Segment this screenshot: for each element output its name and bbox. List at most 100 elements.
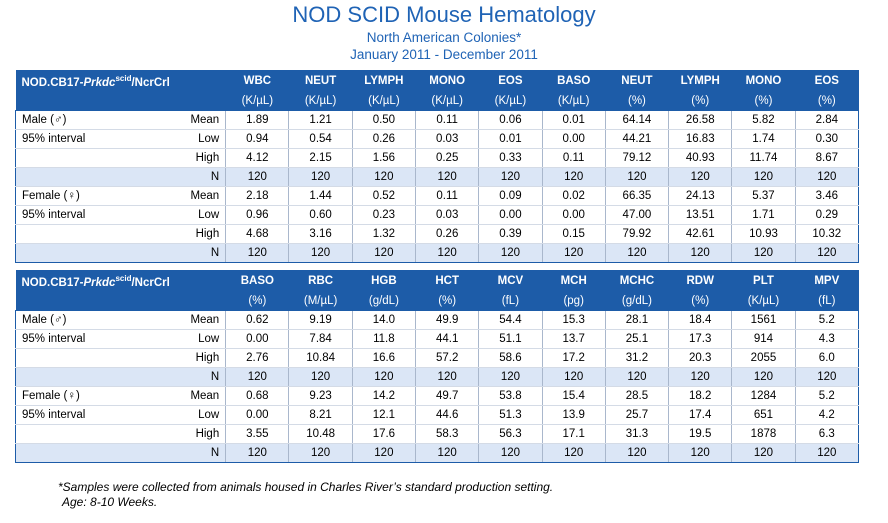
table-cell: 20.3 bbox=[668, 348, 732, 368]
table-cell: 2.18 bbox=[225, 185, 289, 206]
table-cell: 25.1 bbox=[604, 329, 669, 349]
column-unit: (K/µL) bbox=[225, 91, 289, 111]
table-row: 95% interval Low 0.94 0.54 0.26 0.03 0.01 0.00 4… bbox=[15, 129, 860, 149]
table-row: Female (♀) Mean 2.18 1.44 0.52 0.11 0.09 0.02 66… bbox=[15, 185, 860, 206]
table-cell: 56.3 bbox=[478, 424, 543, 444]
table-cell: 0.96 bbox=[225, 205, 289, 225]
table-cell: 4.12 bbox=[225, 148, 289, 168]
table-cell: 120 bbox=[478, 243, 543, 263]
table-cell: 0.33 bbox=[478, 148, 543, 168]
table-cell: 120 bbox=[225, 243, 289, 263]
column-header: EOS bbox=[478, 70, 543, 92]
stat-label: High bbox=[175, 424, 226, 444]
table-cell: 6.3 bbox=[794, 424, 860, 444]
table-cell: 0.39 bbox=[478, 224, 543, 244]
column-unit: (%) bbox=[668, 91, 732, 111]
table-cell: 120 bbox=[415, 367, 479, 387]
sex-label: Female (♀) bbox=[15, 185, 176, 206]
table-cell: 0.00 bbox=[541, 205, 606, 225]
table-cell: 13.7 bbox=[541, 329, 606, 349]
column-header: HGB bbox=[352, 270, 416, 292]
table-cell: 0.01 bbox=[541, 109, 606, 130]
table-cell: 5.2 bbox=[794, 309, 860, 330]
table-cell: 58.3 bbox=[415, 424, 479, 444]
table-cell: 64.14 bbox=[604, 109, 669, 130]
table-cell: 120 bbox=[225, 167, 289, 187]
table-cell: 13.51 bbox=[668, 205, 732, 225]
table-cell: 120 bbox=[668, 167, 732, 187]
table-cell: 4.2 bbox=[794, 405, 860, 425]
column-unit: (M/µL) bbox=[288, 291, 353, 311]
stat-label: Mean bbox=[175, 109, 226, 130]
table-cell: 0.01 bbox=[478, 129, 543, 149]
date-range: January 2011 - December 2011 bbox=[350, 47, 538, 62]
table-cell: 0.26 bbox=[415, 224, 479, 244]
row-label-blank bbox=[15, 443, 176, 463]
footnote-age: Age: 8-10 Weeks. bbox=[62, 495, 158, 509]
table-cell: 0.03 bbox=[415, 205, 479, 225]
table-cell: 120 bbox=[478, 167, 543, 187]
table-row: High 3.55 10.48 17.6 58.3 56.3 17.1 31.3 19.5 187… bbox=[15, 424, 860, 444]
table-cell: 31.3 bbox=[604, 424, 669, 444]
column-header: EOS bbox=[795, 70, 859, 92]
table-row: N 120 120 120 120 120 120 120 120 120 120 bbox=[15, 443, 860, 463]
table-cell: 0.02 bbox=[541, 185, 606, 206]
table-cell: 8.21 bbox=[288, 405, 353, 425]
column-unit: (K/µL) bbox=[415, 91, 479, 111]
table-cell: 4.68 bbox=[225, 224, 289, 244]
column-header: MPV bbox=[795, 270, 859, 292]
table-cell: 120 bbox=[415, 243, 479, 263]
table-cell: 120 bbox=[604, 243, 669, 263]
table-cell: 120 bbox=[794, 367, 860, 387]
table-cell: 0.00 bbox=[225, 329, 289, 349]
column-header: HCT bbox=[415, 270, 479, 292]
table-cell: 8.67 bbox=[794, 148, 860, 168]
table-cell: 2.76 bbox=[225, 348, 289, 368]
table-cell: 54.4 bbox=[478, 309, 543, 330]
column-header: RBC bbox=[288, 270, 353, 292]
table-cell: 120 bbox=[541, 443, 606, 463]
table-cell: 120 bbox=[541, 167, 606, 187]
table-cell: 120 bbox=[541, 367, 606, 387]
table-cell: 3.55 bbox=[225, 424, 289, 444]
table-cell: 49.7 bbox=[415, 385, 479, 406]
table-cell: 120 bbox=[225, 443, 289, 463]
strain-superscript: scid bbox=[115, 274, 132, 283]
column-unit: (K/µL) bbox=[288, 91, 353, 111]
stat-label: High bbox=[175, 348, 226, 368]
table-cell: 11.74 bbox=[731, 148, 796, 168]
stat-label: N bbox=[175, 443, 226, 463]
row-label-blank bbox=[15, 424, 176, 444]
unit-row-blank bbox=[15, 91, 226, 111]
table-cell: 17.3 bbox=[668, 329, 732, 349]
table-cell: 0.62 bbox=[225, 309, 289, 330]
table-cell: 2.15 bbox=[288, 148, 353, 168]
table-cell: 2.84 bbox=[794, 109, 860, 130]
table-row: N 120 120 120 120 120 120 120 120 120 120 bbox=[15, 243, 860, 263]
table-cell: 120 bbox=[288, 243, 353, 263]
table-cell: 51.3 bbox=[478, 405, 543, 425]
table-cell: 10.93 bbox=[731, 224, 796, 244]
row-label-blank bbox=[15, 148, 176, 168]
table-cell: 11.8 bbox=[351, 329, 416, 349]
table-cell: 1.71 bbox=[731, 205, 796, 225]
table-cell: 44.6 bbox=[415, 405, 479, 425]
table-cell: 57.2 bbox=[415, 348, 479, 368]
stat-label: Low bbox=[175, 329, 226, 349]
footnote-samples: *Samples were collected from animals hou… bbox=[58, 480, 554, 494]
table-cell: 120 bbox=[731, 443, 796, 463]
table-cell: 7.84 bbox=[288, 329, 353, 349]
table-cell: 47.00 bbox=[604, 205, 669, 225]
table-cell: 0.00 bbox=[478, 205, 543, 225]
stat-label: Mean bbox=[175, 185, 226, 206]
strain-label: NOD.CB17-Prkdcscid/NcrCrl bbox=[15, 70, 226, 92]
table-cell: 1.89 bbox=[225, 109, 289, 130]
table-cell: 0.00 bbox=[225, 405, 289, 425]
column-header: MONO bbox=[415, 70, 479, 92]
table-cell: 1.56 bbox=[351, 148, 416, 168]
table-cell: 120 bbox=[668, 243, 732, 263]
table-row: High 4.68 3.16 1.32 0.26 0.39 0.15 79.92 42.61 10… bbox=[15, 224, 860, 244]
strain-gene: Prkdc bbox=[83, 276, 116, 289]
unit-row-blank bbox=[15, 291, 226, 311]
stat-label: Low bbox=[175, 129, 226, 149]
